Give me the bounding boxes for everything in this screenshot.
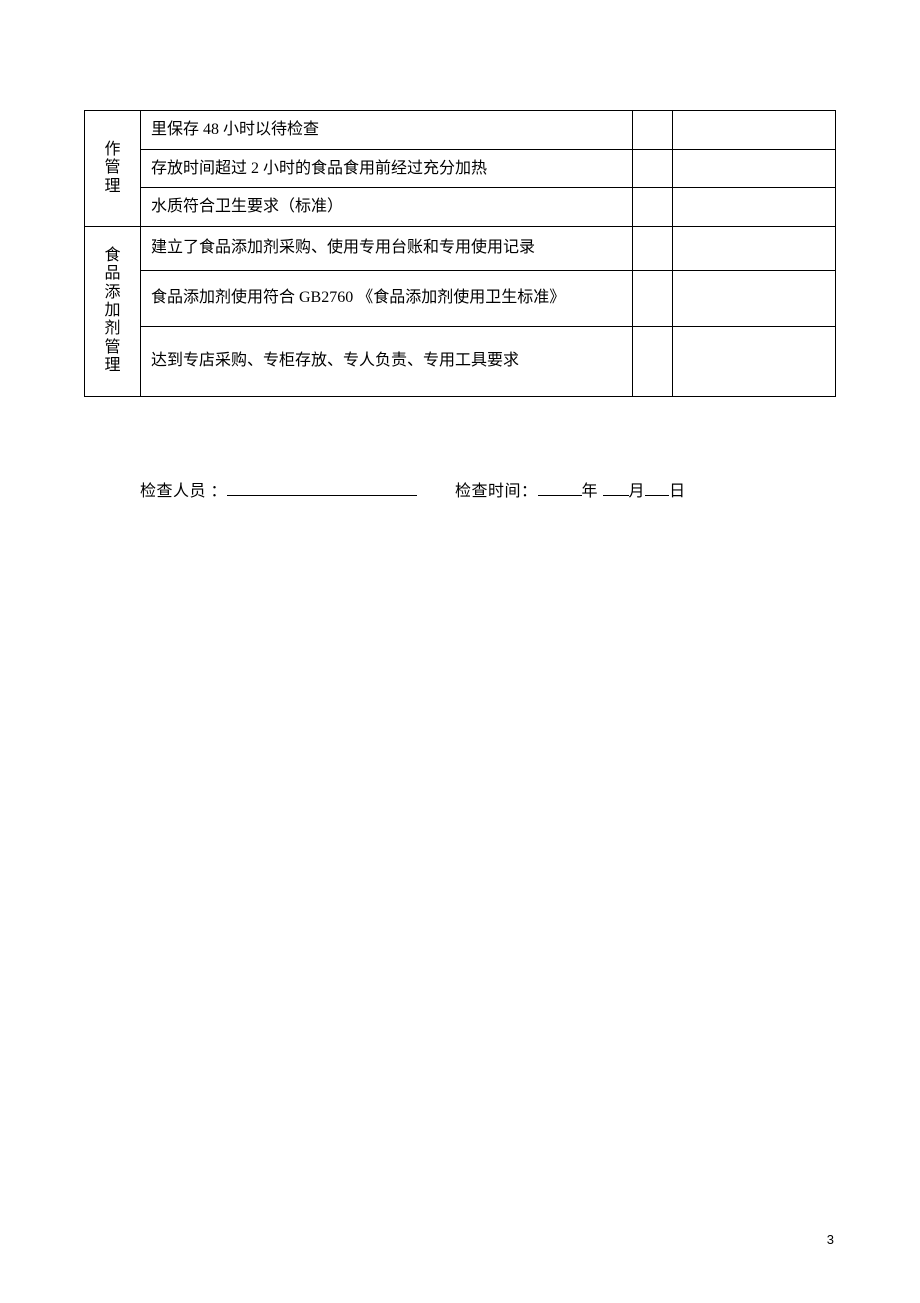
category-cell-additives: 食品添加剂管理: [85, 226, 141, 396]
time-label: 检查时间：: [455, 483, 538, 500]
check-cell-1: [633, 188, 673, 227]
month-suffix: 月: [629, 483, 646, 500]
month-blank: [603, 479, 629, 496]
document-page: 作管理 里保存 48 小时以待检查 存放时间超过 2 小时的食品食用前经过充分加…: [0, 0, 920, 501]
check-cell-2: [673, 270, 836, 326]
check-cell-1: [633, 111, 673, 150]
check-cell-1: [633, 149, 673, 188]
check-cell-2: [673, 111, 836, 150]
table-row: 存放时间超过 2 小时的食品食用前经过充分加热: [85, 149, 836, 188]
page-number: 3: [827, 1232, 834, 1247]
check-cell-1: [633, 326, 673, 396]
check-cell-1: [633, 270, 673, 326]
check-cell-1: [633, 226, 673, 270]
description-cell: 达到专店采购、专柜存放、专人负责、专用工具要求: [141, 326, 633, 396]
table-row: 食品添加剂使用符合 GB2760 《食品添加剂使用卫生标准》: [85, 270, 836, 326]
description-cell: 水质符合卫生要求（标准）: [141, 188, 633, 227]
year-suffix: 年: [582, 483, 599, 500]
category-label: 作管理: [104, 141, 122, 196]
category-cell-operations: 作管理: [85, 111, 141, 227]
day-suffix: 日: [669, 483, 686, 500]
year-blank: [538, 479, 582, 496]
description-cell: 存放时间超过 2 小时的食品食用前经过充分加热: [141, 149, 633, 188]
inspection-table: 作管理 里保存 48 小时以待检查 存放时间超过 2 小时的食品食用前经过充分加…: [84, 110, 836, 397]
check-cell-2: [673, 149, 836, 188]
check-cell-2: [673, 226, 836, 270]
signature-line: 检查人员 ： 检查时间： 年 月 日: [84, 477, 836, 501]
table-row: 达到专店采购、专柜存放、专人负责、专用工具要求: [85, 326, 836, 396]
table-row: 水质符合卫生要求（标准）: [85, 188, 836, 227]
inspector-blank: [227, 479, 417, 496]
check-cell-2: [673, 188, 836, 227]
category-label: 食品添加剂管理: [104, 247, 122, 376]
table-row: 作管理 里保存 48 小时以待检查: [85, 111, 836, 150]
check-cell-2: [673, 326, 836, 396]
table-row: 食品添加剂管理 建立了食品添加剂采购、使用专用台账和专用使用记录: [85, 226, 836, 270]
inspector-label: 检查人员 ：: [140, 483, 227, 500]
description-cell: 食品添加剂使用符合 GB2760 《食品添加剂使用卫生标准》: [141, 270, 633, 326]
description-cell: 建立了食品添加剂采购、使用专用台账和专用使用记录: [141, 226, 633, 270]
day-blank: [645, 479, 669, 496]
description-cell: 里保存 48 小时以待检查: [141, 111, 633, 150]
